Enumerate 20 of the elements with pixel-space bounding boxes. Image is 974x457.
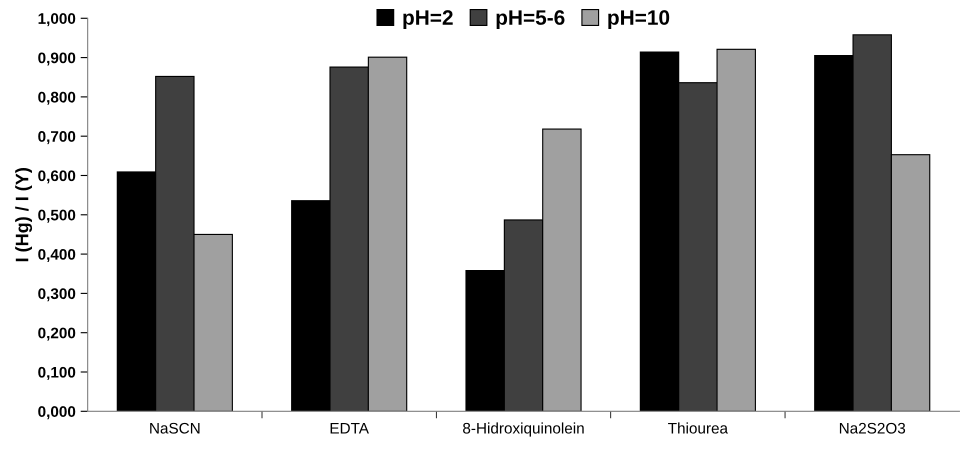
y-tick-label: 0,200 [38, 328, 76, 341]
y-tick-label: 0,500 [38, 210, 76, 223]
y-tick-label: 0,100 [38, 366, 76, 380]
y-tick-label: 0,900 [38, 52, 76, 66]
x-tick-label: 8-Hidroxiquinolein [463, 422, 584, 437]
y-tick-label: 0,600 [38, 170, 76, 184]
legend-label: pH=2 [403, 10, 453, 30]
legend-label: pH=5-6 [496, 10, 565, 30]
y-tick-label: 1,000 [38, 13, 76, 26]
x-tick-label: NaSCN [150, 422, 200, 434]
x-tick-label: Na2S2O3 [840, 422, 906, 434]
y-tick-label: 0,300 [38, 288, 76, 302]
y-tick-label: 0,700 [38, 131, 76, 144]
x-tick-label: Thiourea [668, 422, 728, 434]
legend-label: pH=10 [608, 10, 670, 30]
y-tick-label: 0,000 [38, 406, 76, 420]
y-axis-title: I (Hg) / I (Y) [15, 168, 32, 262]
y-tick-label: 0,800 [38, 92, 76, 105]
y-tick-label: 0,400 [38, 248, 76, 262]
x-tick-label: EDTA [330, 422, 369, 434]
